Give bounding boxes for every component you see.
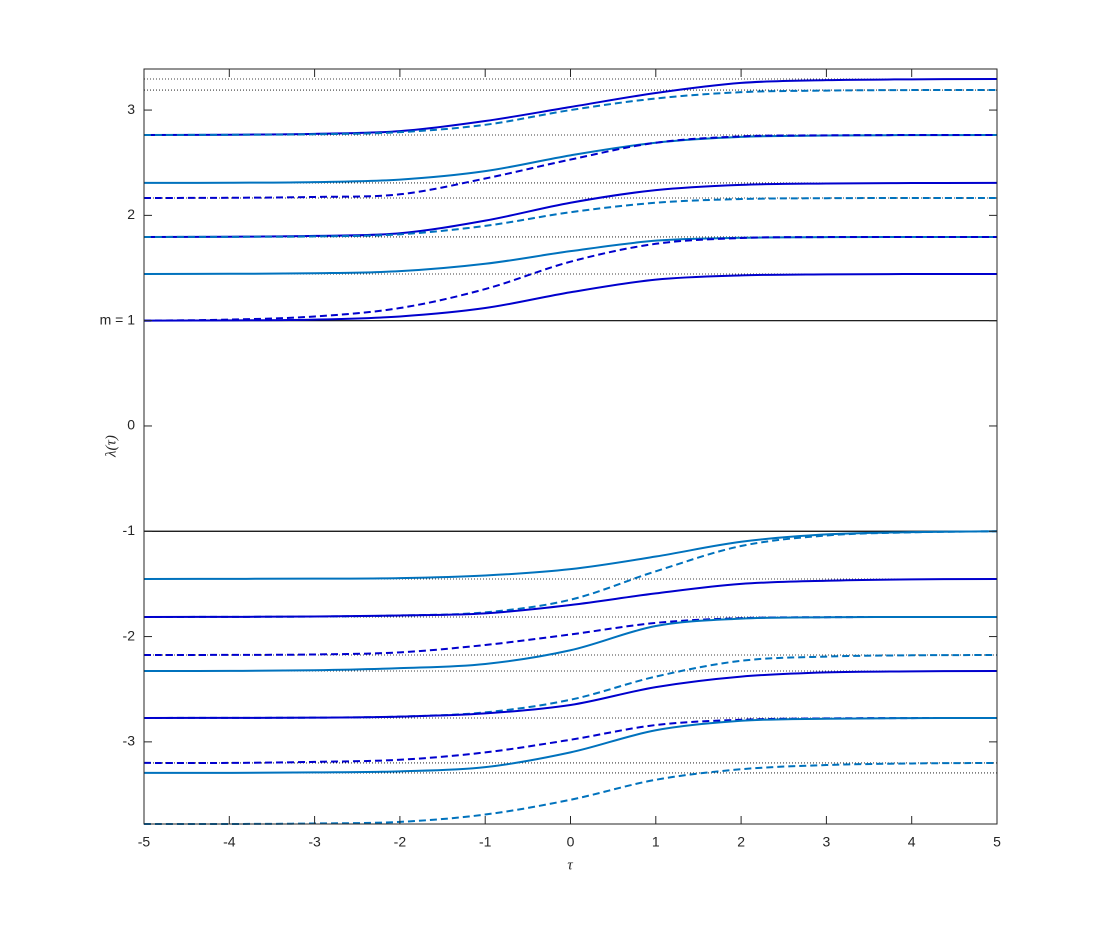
- data-line: [143, 669, 998, 719]
- data-line: [143, 133, 998, 199]
- x-tick-label: 5: [993, 834, 1001, 850]
- y-tick-label: -2: [123, 627, 136, 643]
- data-line: [143, 134, 998, 184]
- x-axis-label: τ: [567, 857, 573, 873]
- data-line: [143, 716, 998, 774]
- y-tick-label: m = 1: [100, 311, 136, 327]
- data-line: [143, 196, 998, 238]
- data-line: [143, 235, 998, 322]
- data-line: [143, 615, 998, 672]
- x-tick-label: -1: [479, 834, 492, 850]
- y-tick-label: 0: [127, 417, 135, 433]
- y-axis-label: λ(τ): [103, 435, 119, 458]
- x-tick-label: -2: [394, 834, 407, 850]
- y-tick-label: -1: [123, 522, 136, 538]
- x-tick-label: -3: [308, 834, 321, 850]
- y-tick-label: 2: [127, 206, 135, 222]
- data-line: [143, 272, 998, 322]
- x-tick-label: 0: [567, 834, 575, 850]
- y-tick-label: -3: [123, 733, 136, 749]
- x-tick-label: -4: [223, 834, 236, 850]
- x-tick-label: 4: [908, 834, 916, 850]
- x-tick-label: 2: [737, 834, 745, 850]
- x-tick-label: -5: [138, 834, 151, 850]
- y-tick-label: 3: [127, 101, 135, 117]
- x-tick-label: 3: [823, 834, 831, 850]
- data-line: [143, 577, 998, 618]
- x-tick-label: 1: [652, 834, 660, 850]
- data-line: [143, 89, 998, 137]
